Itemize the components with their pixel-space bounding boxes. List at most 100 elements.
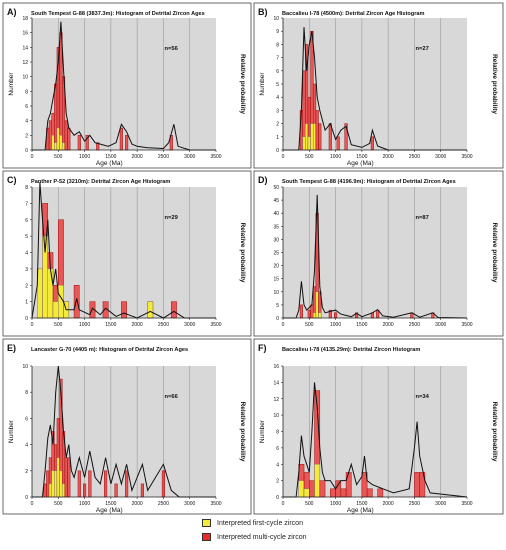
- chart-title: South Tempest G-88 (3837.3m): Histogram …: [31, 11, 205, 17]
- bar-first-cycle: [62, 142, 66, 151]
- bar-first-cycle: [147, 301, 154, 319]
- bar-first-cycle: [310, 123, 314, 151]
- legend-swatch-first-cycle: [202, 519, 211, 527]
- y-tick-label: 0: [25, 148, 28, 154]
- bar-multi-cycle: [64, 457, 68, 498]
- x-tick-label: 2500: [409, 154, 420, 160]
- x-tick-label: 1500: [105, 501, 116, 507]
- bar-multi-cycle: [336, 136, 340, 151]
- y-axis-label: Number: [8, 72, 15, 96]
- y-tick-label: 4: [276, 95, 279, 101]
- bar-first-cycle: [298, 480, 305, 498]
- x-tick-label: 1500: [356, 154, 367, 160]
- bar-multi-cycle: [104, 470, 108, 498]
- y-tick-label: 10: [22, 364, 28, 370]
- bar-first-cycle: [313, 312, 317, 319]
- bar-multi-cycle: [140, 483, 144, 498]
- plot-area: [283, 366, 467, 497]
- chart-title: Baccalieu I-78 (4500m): Detrital Zircon …: [282, 11, 425, 17]
- y-tick-label: 16: [273, 364, 279, 370]
- bar-first-cycle: [315, 291, 319, 319]
- bar-first-cycle: [48, 483, 52, 498]
- x-tick-label: 3000: [435, 322, 446, 328]
- y-tick-label: 6: [276, 69, 279, 75]
- chart-panel-e: 0 500 1000 1500 2000 2500 3000 3500 0 2 4 6 8 10 E) Lan…: [2, 338, 252, 515]
- x-tick-label: 1000: [79, 322, 90, 328]
- x-tick-label: 3000: [184, 501, 195, 507]
- x-tick-label: 1500: [105, 154, 116, 160]
- bar-first-cycle: [307, 136, 311, 151]
- bar-first-cycle: [51, 135, 55, 151]
- y-tick-label: 9: [276, 29, 279, 35]
- bar-multi-cycle: [315, 110, 319, 151]
- bar-multi-cycle: [73, 285, 80, 319]
- x-tick-label: 500: [305, 322, 314, 328]
- x-tick-label: 3500: [210, 154, 221, 160]
- y-tick-label: 8: [276, 430, 279, 436]
- probability-curve: [283, 382, 468, 498]
- y-tick-label: 3: [25, 267, 28, 273]
- x-tick-label: 2000: [383, 322, 394, 328]
- y2-axis-label: Relative probability: [239, 223, 246, 283]
- y-tick-label: 4: [25, 119, 28, 125]
- bar-multi-cycle: [46, 470, 50, 498]
- y-tick-label: 1: [276, 135, 279, 141]
- x-tick-label: 2000: [132, 154, 143, 160]
- y-tick-label: 45: [273, 198, 279, 204]
- bar-multi-cycle: [171, 301, 177, 319]
- bar-multi-cycle: [59, 32, 63, 151]
- bar-first-cycle: [56, 127, 60, 151]
- bar-first-cycle: [37, 268, 43, 319]
- y-axis-label: Number: [259, 419, 266, 443]
- bar-multi-cycle: [310, 304, 314, 319]
- bar-multi-cycle: [340, 488, 347, 498]
- plot-area: [283, 187, 467, 318]
- y-tick-label: 16: [22, 31, 28, 37]
- x-tick-label: 500: [54, 154, 63, 160]
- x-tick-label: 0: [31, 322, 34, 328]
- y-tick-label: 12: [22, 60, 28, 66]
- bar-multi-cycle: [330, 488, 336, 498]
- bar-first-cycle: [313, 123, 317, 151]
- bar-first-cycle: [62, 483, 66, 498]
- x-tick-label: 0: [282, 322, 285, 328]
- y-axis-label: Number: [8, 419, 15, 443]
- y-tick-label: 35: [273, 224, 279, 230]
- chart-panel-d: 0 500 1000 1500 2000 2500 3000 3500 0 5 10 15 20 25 30…: [253, 170, 504, 337]
- y-tick-label: 8: [25, 185, 28, 191]
- x-tick-label: 1500: [356, 501, 367, 507]
- sample-count: n=56: [164, 46, 178, 52]
- y2-axis-label: Relative probability: [491, 54, 498, 114]
- x-tick-label: 500: [305, 501, 314, 507]
- x-tick-label: 2000: [132, 322, 143, 328]
- chart-title: Panther P-52 (3210m): Detrital Zircon Ag…: [31, 179, 170, 185]
- x-tick-label: 2500: [158, 322, 169, 328]
- y-tick-label: 2: [25, 133, 28, 139]
- bar-first-cycle: [59, 470, 63, 498]
- bar-multi-cycle: [161, 470, 165, 498]
- bar-first-cycle: [305, 123, 309, 151]
- x-tick-label: 500: [54, 322, 63, 328]
- x-tick-label: 2500: [158, 154, 169, 160]
- bar-first-cycle: [47, 268, 54, 319]
- bar-first-cycle: [56, 457, 60, 498]
- bar-multi-cycle: [54, 83, 58, 151]
- sample-count: n=66: [164, 394, 178, 400]
- bar-multi-cycle: [345, 472, 352, 498]
- bar-multi-cycle: [307, 309, 311, 319]
- y-tick-label: 25: [273, 251, 279, 257]
- bar-multi-cycle: [77, 470, 81, 498]
- y-axis-label: Number: [259, 72, 266, 96]
- y-tick-label: 8: [25, 89, 28, 95]
- x-tick-label: 3500: [461, 501, 472, 507]
- chart-title: Lancaster G-70 (4405 m): Histogram of De…: [31, 347, 188, 353]
- x-tick-label: 2500: [409, 322, 420, 328]
- bar-first-cycle: [54, 470, 58, 498]
- x-tick-label: 0: [31, 501, 34, 507]
- chart-panel-a: 0 500 1000 1500 2000 2500 3000 3500 0 2 4 6 8 10 12 14 1…: [2, 2, 252, 169]
- bar-first-cycle: [52, 301, 59, 319]
- x-tick-label: 1000: [79, 501, 90, 507]
- x-tick-label: 2500: [158, 501, 169, 507]
- y-tick-label: 4: [25, 443, 28, 449]
